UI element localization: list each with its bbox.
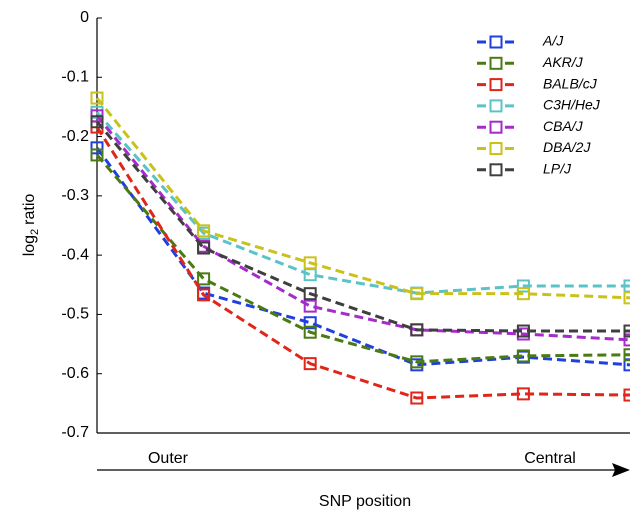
marker [197, 288, 211, 302]
annotation: Outer [148, 450, 189, 467]
x-axis-label: SNP position [319, 493, 411, 510]
marker [90, 141, 104, 155]
y-tick-label: -0.4 [61, 246, 89, 263]
series-line [95, 114, 630, 342]
y-tick-label: -0.1 [61, 69, 89, 86]
legend-label: LP/J [543, 161, 572, 177]
marker [410, 355, 424, 369]
y-tick-label: 0 [80, 9, 89, 26]
series-line [95, 111, 630, 295]
marker [197, 224, 211, 238]
y-tick-label: -0.2 [61, 128, 89, 145]
marker [516, 349, 530, 363]
series-line [95, 120, 630, 333]
series-line [95, 153, 630, 364]
marker [623, 279, 630, 293]
legend-marker [489, 99, 503, 113]
legend-marker [489, 120, 503, 134]
legend-marker [489, 163, 503, 177]
legend-label: CBA/J [543, 118, 584, 134]
y-tick-label: -0.7 [61, 424, 89, 441]
legend-label: BALB/cJ [543, 75, 598, 91]
series-line [95, 146, 630, 367]
series-line [95, 126, 630, 400]
legend-label: AKR/J [542, 54, 584, 70]
marker [90, 91, 104, 105]
marker [623, 324, 630, 338]
series-line [95, 97, 630, 300]
legend-marker [489, 56, 503, 70]
marker [516, 387, 530, 401]
legend-marker [489, 142, 503, 155]
marker [516, 324, 530, 338]
marker [516, 279, 530, 293]
marker [623, 348, 630, 362]
marker [303, 256, 317, 270]
y-axis-label: log2ratio [21, 194, 41, 257]
marker [410, 287, 424, 301]
marker [303, 287, 317, 301]
y-tick-label: -0.3 [61, 187, 89, 204]
marker [410, 391, 424, 405]
marker [410, 323, 424, 337]
marker [303, 299, 317, 313]
marker [90, 115, 104, 129]
legend-label: A/J [542, 33, 564, 49]
arrow-head [612, 463, 630, 477]
marker [623, 358, 630, 372]
marker [623, 291, 630, 305]
legend-label: DBA/2J [543, 139, 591, 155]
y-tick-label: -0.6 [61, 365, 89, 382]
marker [303, 316, 317, 330]
legend-marker [489, 78, 503, 92]
marker [623, 388, 630, 402]
marker [197, 272, 211, 286]
marker [623, 333, 630, 347]
marker [90, 148, 104, 162]
marker [516, 287, 530, 301]
marker [197, 241, 211, 255]
annotation: Central [524, 450, 576, 467]
y-tick-label: -0.5 [61, 306, 89, 323]
marker [303, 325, 317, 339]
legend-marker [489, 35, 503, 49]
legend-label: C3H/HeJ [543, 97, 601, 113]
marker [303, 357, 317, 371]
